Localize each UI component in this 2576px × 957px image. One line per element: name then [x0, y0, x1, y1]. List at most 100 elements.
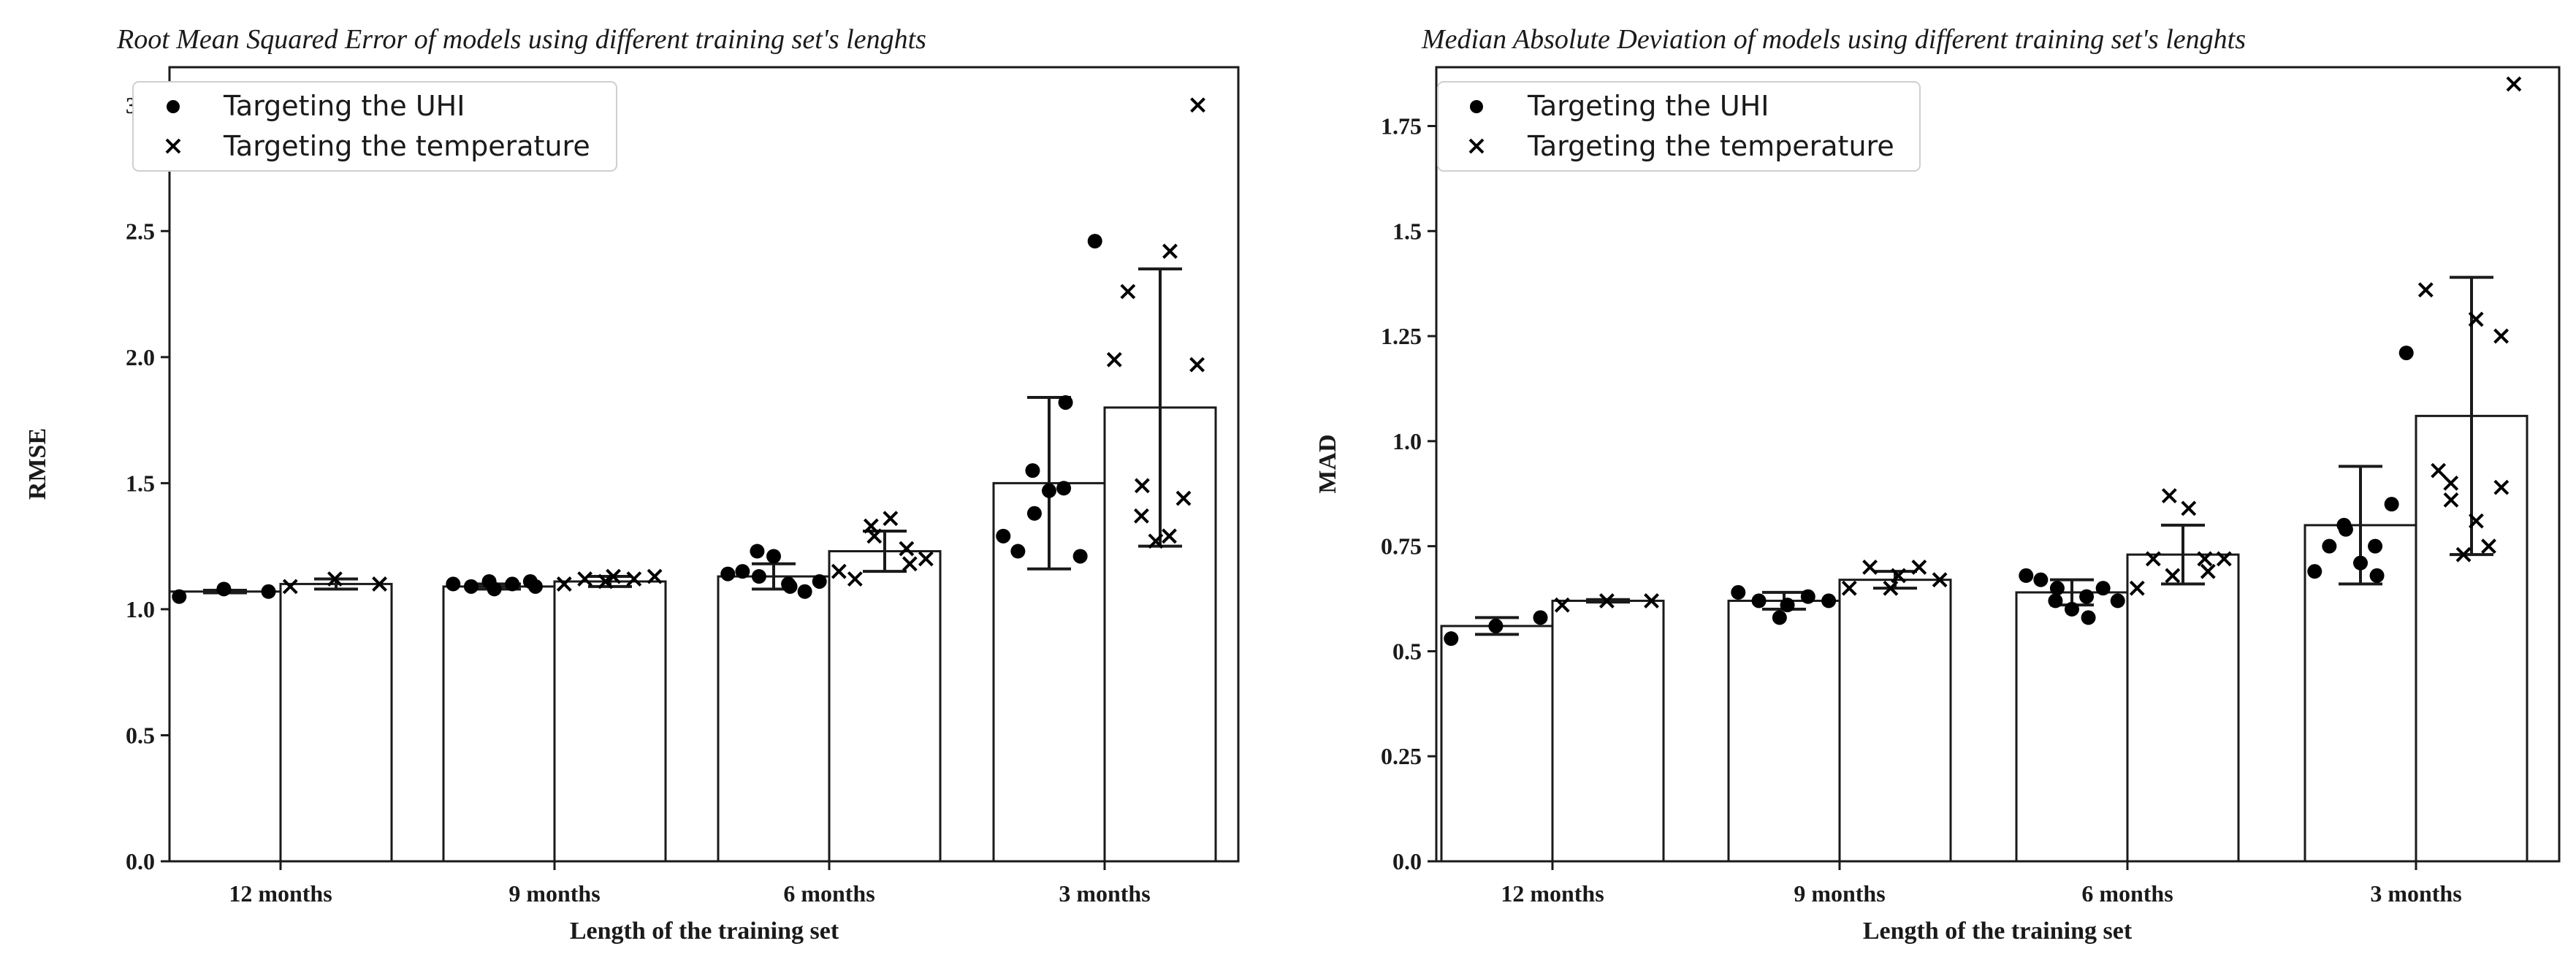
data-point-uhi [1751, 593, 1767, 609]
data-point-temperature [2431, 462, 2447, 478]
data-point-uhi [1772, 610, 1787, 625]
data-point-uhi [2048, 593, 2063, 609]
y-axis-label: MAD [1314, 434, 1341, 493]
bar-temperature-2 [2126, 553, 2240, 863]
data-point-temperature [1190, 97, 1205, 113]
legend-x-marker [1468, 138, 1485, 154]
y-tick-label: 0.5 [1392, 638, 1422, 664]
data-point-temperature [606, 568, 621, 584]
data-point-temperature [883, 511, 899, 527]
data-point-uhi [1731, 584, 1746, 600]
data-point-uhi [1488, 618, 1504, 633]
data-point-temperature [2181, 500, 2197, 516]
data-point-temperature [647, 568, 663, 584]
data-point-temperature [863, 518, 879, 534]
data-point-temperature [2165, 568, 2181, 584]
data-point-temperature [866, 528, 883, 544]
data-point-uhi [720, 566, 736, 582]
data-point-uhi [2307, 564, 2322, 579]
data-point-uhi [751, 569, 766, 584]
data-point-uhi [2368, 538, 2383, 554]
data-point-temperature [831, 563, 847, 579]
x-tick-label: 9 months [508, 880, 600, 907]
data-point-temperature [598, 573, 614, 590]
data-point-temperature [2200, 563, 2216, 579]
data-point-uhi [487, 582, 502, 597]
data-point-uhi [1010, 544, 1026, 559]
data-point-uhi [2079, 589, 2095, 604]
data-point-uhi [2398, 346, 2414, 361]
legend-uhi-label: Targeting the UHI [223, 90, 465, 122]
data-point-temperature [2468, 513, 2484, 529]
data-point-temperature [2443, 475, 2459, 491]
bar-temperature-2 [828, 550, 942, 863]
x-tick-label: 12 months [229, 880, 332, 907]
data-point-temperature [2417, 282, 2434, 298]
data-point-temperature [1162, 528, 1177, 544]
x-tick-label: 6 months [783, 880, 874, 907]
data-point-uhi [2033, 572, 2049, 587]
data-point-temperature [2493, 479, 2510, 495]
data-point-uhi [1042, 483, 1056, 498]
data-point-uhi [1056, 481, 1072, 496]
y-tick-label: 1.0 [126, 596, 155, 622]
data-point-temperature [2443, 492, 2459, 508]
data-point-uhi [261, 584, 276, 599]
x-tick-label: 6 months [2081, 880, 2173, 907]
y-tick-label: 1.0 [1392, 428, 1422, 454]
data-point-temperature [2216, 551, 2232, 567]
legend: Targeting the UHI Targeting the temperat… [132, 81, 617, 172]
data-point-uhi [2322, 538, 2337, 554]
data-point-uhi [2049, 581, 2065, 596]
data-point-temperature [1189, 357, 1205, 373]
data-point-uhi [1800, 589, 1815, 604]
y-tick-label: 1.5 [1392, 218, 1422, 244]
data-point-temperature [2506, 76, 2522, 92]
data-point-temperature [1134, 478, 1150, 494]
y-tick-label: 1.5 [126, 470, 155, 496]
data-point-uhi [463, 579, 479, 594]
data-point-temperature [1862, 559, 1878, 575]
data-point-uhi [2019, 568, 2034, 583]
data-point-temperature [918, 551, 934, 567]
legend-circle-marker [167, 100, 180, 113]
data-point-temperature [1598, 593, 1615, 609]
data-point-uhi [1072, 549, 1088, 564]
data-point-uhi [527, 579, 543, 594]
data-point-uhi [1821, 593, 1837, 609]
chart-title: Root Mean Squared Error of models using … [116, 24, 926, 55]
bar-uhi-1 [1727, 599, 1841, 863]
data-point-uhi [1533, 610, 1548, 625]
data-point-uhi [1025, 463, 1040, 478]
data-point-temperature [1883, 580, 1899, 596]
legend-x-marker [165, 138, 181, 154]
bar-temperature-1 [1838, 579, 1952, 863]
y-tick-label: 0.5 [126, 722, 155, 748]
data-point-temperature [1891, 568, 1906, 584]
y-tick-label: 2.5 [126, 218, 155, 244]
bar-uhi-2 [2015, 591, 2129, 863]
data-point-uhi [750, 544, 765, 559]
legend-temperature-label: Targeting the temperature [223, 130, 590, 162]
data-point-uhi [766, 549, 781, 564]
data-point-temperature [1841, 580, 1857, 596]
data-point-temperature [1554, 597, 1570, 613]
data-point-temperature [327, 571, 343, 587]
x-tick-label: 9 months [1794, 880, 1885, 907]
data-point-temperature [899, 541, 915, 557]
legend-box [132, 81, 617, 172]
data-point-temperature [1106, 351, 1122, 367]
data-point-temperature [556, 576, 572, 592]
data-point-uhi [782, 579, 798, 594]
rmse-chart: Root Mean Squared Error of models using … [24, 24, 1240, 945]
data-point-uhi [446, 576, 461, 592]
data-point-uhi [216, 582, 232, 597]
data-point-temperature [1932, 572, 1948, 588]
data-point-temperature [1911, 559, 1927, 575]
data-point-temperature [577, 571, 592, 587]
y-tick-label: 0.0 [1392, 848, 1422, 874]
y-axis-label: RMSE [24, 428, 51, 500]
data-point-temperature [1162, 243, 1178, 259]
data-point-temperature [2145, 551, 2161, 567]
y-tick-label: 0.25 [1381, 743, 1422, 769]
